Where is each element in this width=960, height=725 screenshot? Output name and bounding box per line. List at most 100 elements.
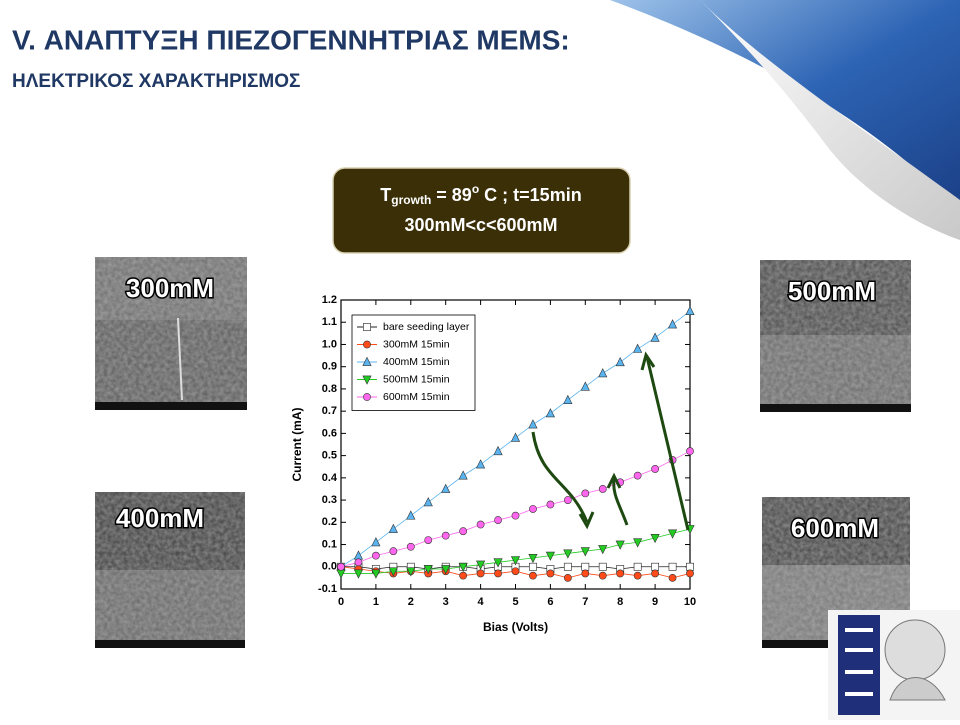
marker	[528, 553, 538, 564]
legend-label: bare seeding layer	[383, 321, 470, 333]
callout-eq: = 89	[431, 185, 472, 205]
marker	[650, 332, 660, 342]
x-tick-label: 8	[617, 596, 623, 608]
marker	[581, 562, 590, 571]
legend-label: 600mM 15min	[383, 391, 450, 403]
marker	[459, 527, 468, 536]
y-tick-label: 0.1	[322, 538, 337, 550]
marker	[529, 562, 537, 571]
marker	[511, 511, 520, 520]
marker	[529, 571, 537, 580]
marker	[424, 536, 433, 544]
marker	[371, 551, 380, 560]
marker	[598, 562, 607, 571]
marker	[650, 533, 660, 544]
marker	[423, 497, 433, 507]
legend-label: 300mM 15min	[383, 338, 450, 350]
marker	[563, 549, 573, 559]
callout-rest: C ; t=15min	[479, 185, 582, 205]
x-tick-label: 5	[512, 596, 518, 608]
y-tick-label: 1.2	[322, 294, 337, 306]
marker	[616, 569, 625, 578]
marker	[615, 356, 625, 367]
sem-label: 400mM	[116, 503, 204, 533]
marker	[580, 547, 590, 557]
y-tick-label: 0.6	[322, 427, 337, 439]
marker	[580, 381, 590, 391]
marker	[668, 573, 677, 582]
marker	[371, 537, 381, 547]
callout-box	[332, 167, 631, 254]
x-tick-label: 4	[478, 596, 485, 608]
marker	[563, 394, 573, 404]
x-tick-label: 1	[373, 596, 379, 608]
marker	[598, 571, 607, 580]
marker	[651, 465, 659, 473]
marker	[581, 569, 590, 578]
legend-marker	[363, 323, 371, 331]
x-tick-label: 9	[652, 596, 658, 608]
marker	[423, 565, 433, 575]
callout-t: T	[380, 185, 391, 205]
y-tick-label: 0.2	[322, 516, 337, 528]
callout-sub: growth	[391, 193, 431, 207]
y-tick-label: 1.1	[322, 316, 337, 328]
marker	[529, 505, 537, 513]
marker	[651, 562, 659, 571]
legend-box	[351, 314, 476, 411]
marker	[371, 569, 381, 579]
marker	[563, 573, 572, 582]
marker	[337, 562, 345, 571]
x-tick-label: 7	[582, 596, 588, 608]
marker	[651, 569, 659, 578]
x-tick-label: 6	[547, 596, 553, 608]
marker	[633, 343, 643, 353]
marker	[686, 447, 694, 456]
sem-label: 500mM	[788, 276, 876, 306]
legend-marker	[362, 356, 372, 366]
marker	[615, 540, 625, 550]
y-tick-label: 0.4	[322, 472, 338, 484]
marker	[546, 569, 555, 578]
y-tick-label: 1.0	[322, 338, 337, 350]
x-tick-label: 0	[338, 596, 344, 608]
marker	[685, 305, 695, 316]
marker	[686, 562, 694, 571]
marker	[388, 567, 398, 577]
callout-line2: 300mM<c<600mM	[404, 215, 557, 235]
marker	[528, 419, 538, 429]
legend-marker	[363, 340, 371, 349]
marker	[633, 538, 643, 548]
page-curl	[610, 0, 960, 210]
y-tick-label: 0.8	[322, 383, 337, 395]
marker	[476, 560, 486, 570]
y-tick-label: 0.0	[322, 561, 337, 573]
marker	[494, 516, 502, 524]
marker	[493, 558, 503, 568]
marker	[476, 569, 485, 578]
marker	[406, 510, 416, 520]
x-tick-label: 2	[408, 596, 414, 608]
marker	[406, 567, 416, 577]
x-tick-label: 3	[443, 596, 449, 608]
marker	[389, 547, 398, 556]
marker	[493, 445, 503, 456]
sem-image: 400mM	[95, 492, 245, 648]
chart-background	[285, 290, 705, 640]
marker	[668, 562, 677, 571]
slide-title: V. ΑΝΑΠΤΥΞΗ ΠΙΕΖΟΓΕΝΝΗΤΡΙΑΣ MEMS:	[12, 24, 570, 55]
legend-marker	[363, 393, 371, 401]
marker	[545, 408, 555, 418]
legend-marker	[362, 375, 372, 385]
chart: -0.1 0.0 0.1 0.2 0.3 0.4 0.5 0.6 0.7 0.8 0.9 1.0 1.1…	[285, 290, 705, 640]
marker	[354, 558, 363, 567]
marker	[633, 571, 642, 580]
marker	[667, 319, 678, 329]
y-tick-label: 0.7	[322, 405, 337, 417]
y-tick-label: 0.5	[322, 450, 337, 462]
marker	[476, 459, 486, 469]
marker	[633, 562, 642, 571]
marker	[545, 551, 555, 561]
marker	[458, 470, 468, 480]
y-tick-label: 0.3	[322, 494, 337, 506]
